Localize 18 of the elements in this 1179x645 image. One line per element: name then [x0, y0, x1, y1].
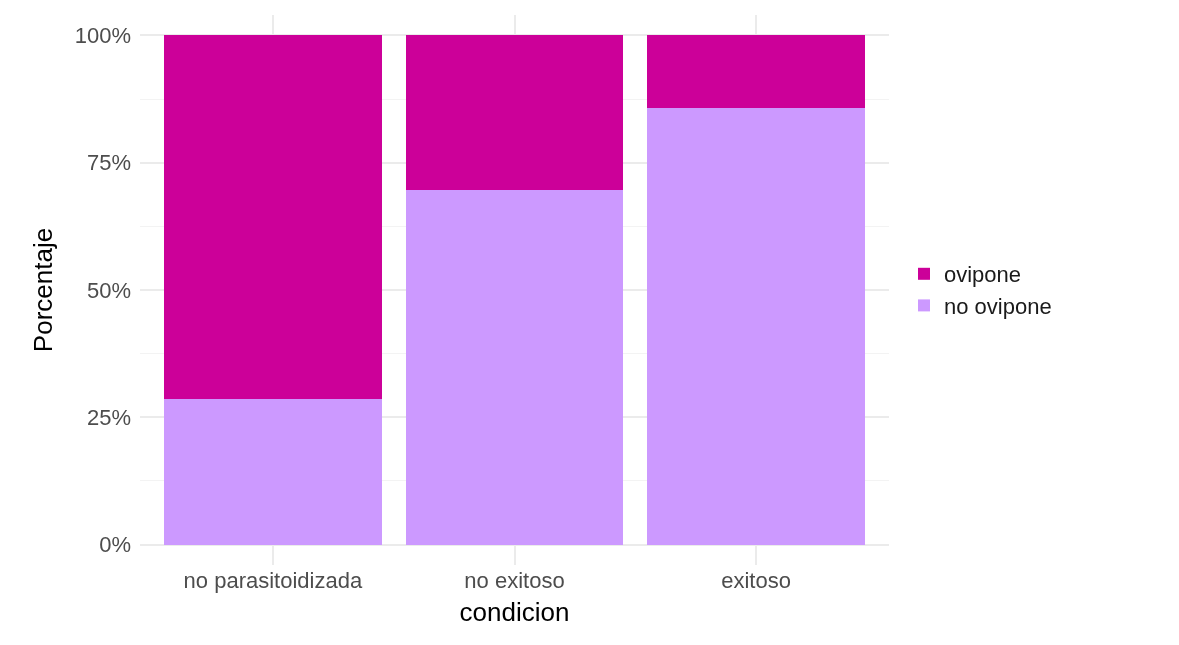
bar — [647, 35, 865, 109]
y-axis-title: Porcentaje — [28, 227, 59, 353]
y-tick-label: 75% — [86, 150, 131, 176]
legend-label: ovipone — [943, 262, 1022, 288]
y-tick-label: 25% — [86, 405, 131, 431]
bar — [405, 190, 624, 545]
y-tick-label: 50% — [86, 277, 131, 303]
bar — [164, 398, 382, 545]
bar — [164, 35, 382, 399]
x-axis-title: condicion — [459, 596, 570, 627]
x-tick-label: no parasitoidizada — [183, 568, 363, 593]
legend-label: no ovipone — [943, 293, 1052, 319]
bar — [405, 35, 624, 191]
bar — [647, 108, 865, 545]
y-tick-label: 0% — [99, 532, 131, 558]
y-tick-label: 100% — [74, 23, 131, 49]
x-tick-label: exitoso — [721, 568, 791, 593]
x-tick-label: no exitoso — [464, 568, 565, 593]
